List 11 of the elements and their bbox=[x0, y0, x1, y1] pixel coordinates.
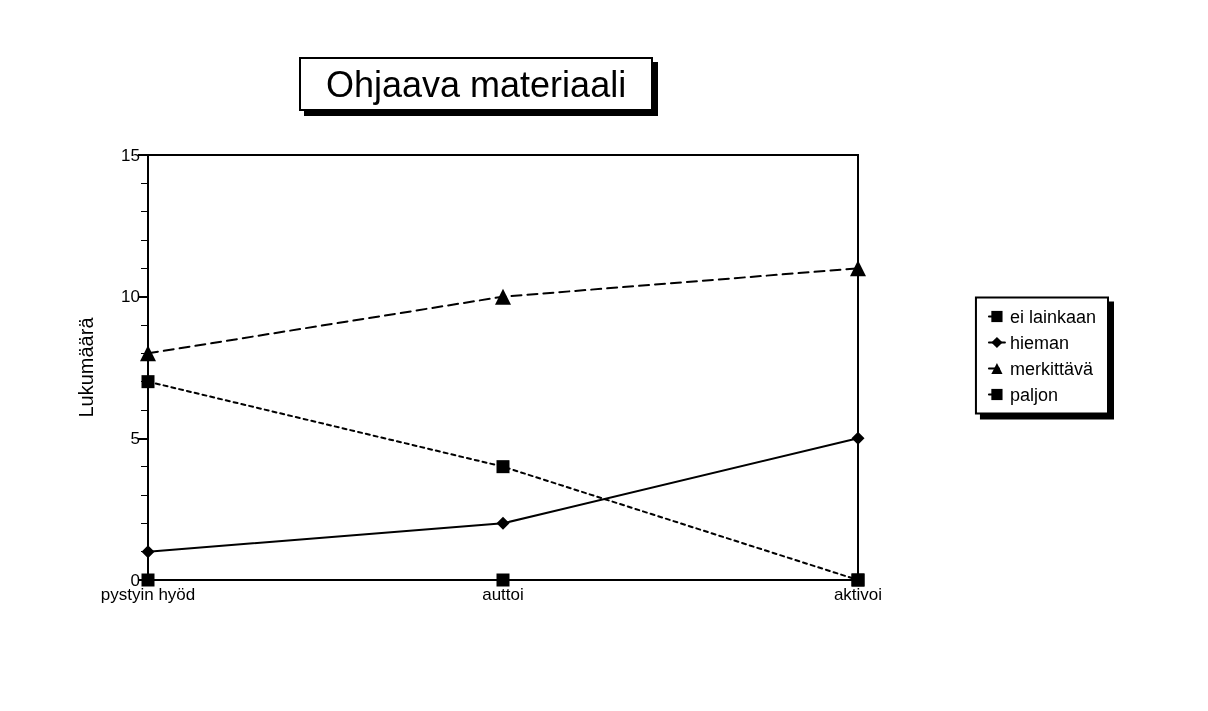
y-tick-label: 10 bbox=[121, 287, 140, 307]
x-tick-label: aktivoi bbox=[833, 585, 883, 604]
chart-title: Ohjaava materiaali bbox=[326, 63, 627, 105]
x-tick-label: pystyin hyöd bbox=[100, 585, 196, 604]
x-tick-label: auttoi bbox=[482, 585, 524, 604]
legend-label: hieman bbox=[1009, 332, 1069, 353]
y-axis-title: Lukumäärä bbox=[75, 316, 97, 418]
y-tick-label: 15 bbox=[121, 145, 140, 165]
legend-label: ei lainkaan bbox=[1009, 306, 1096, 327]
legend-label: paljon bbox=[1009, 384, 1058, 405]
legend-label: merkittävä bbox=[1009, 358, 1094, 379]
